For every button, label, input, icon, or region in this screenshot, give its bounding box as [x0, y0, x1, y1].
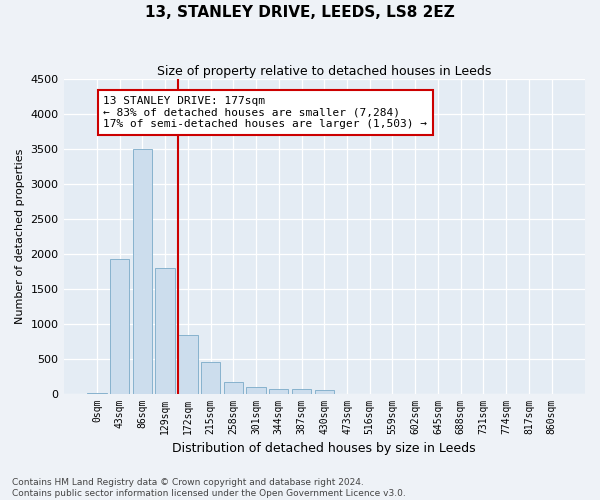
Bar — [224, 382, 243, 394]
Bar — [201, 362, 220, 394]
Bar — [110, 260, 130, 394]
Title: Size of property relative to detached houses in Leeds: Size of property relative to detached ho… — [157, 65, 491, 78]
Text: 13, STANLEY DRIVE, LEEDS, LS8 2EZ: 13, STANLEY DRIVE, LEEDS, LS8 2EZ — [145, 5, 455, 20]
Bar — [155, 268, 175, 394]
Y-axis label: Number of detached properties: Number of detached properties — [15, 148, 25, 324]
Bar — [133, 149, 152, 394]
Bar — [292, 390, 311, 394]
Bar — [178, 335, 197, 394]
Bar — [314, 390, 334, 394]
Bar — [269, 388, 289, 394]
Bar — [247, 387, 266, 394]
X-axis label: Distribution of detached houses by size in Leeds: Distribution of detached houses by size … — [172, 442, 476, 455]
Text: Contains HM Land Registry data © Crown copyright and database right 2024.
Contai: Contains HM Land Registry data © Crown c… — [12, 478, 406, 498]
Text: 13 STANLEY DRIVE: 177sqm
← 83% of detached houses are smaller (7,284)
17% of sem: 13 STANLEY DRIVE: 177sqm ← 83% of detach… — [103, 96, 427, 129]
Bar — [87, 392, 107, 394]
